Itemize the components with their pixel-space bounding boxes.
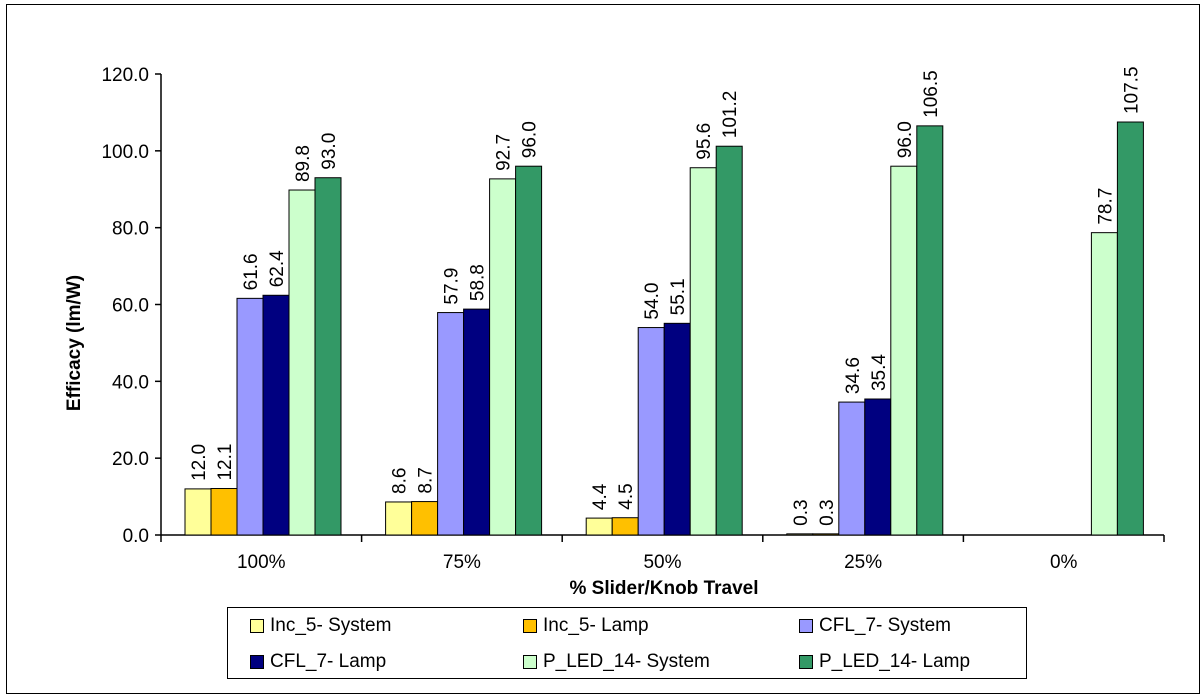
bars: [184, 121, 1144, 536]
legend-item: CFL_7- System: [799, 608, 1050, 644]
x-tick-label: 75%: [443, 552, 481, 573]
bar: [689, 167, 717, 536]
bar: [864, 398, 892, 536]
y-tick-label: 20.0: [112, 449, 149, 470]
data-label: 4.5: [616, 483, 637, 509]
bar: [1090, 232, 1118, 536]
bar: [1116, 121, 1144, 536]
x-tick-label: 0%: [1050, 552, 1078, 573]
legend-swatch: [250, 619, 264, 633]
bar: [314, 177, 342, 536]
y-tick-label: 40.0: [112, 372, 149, 393]
y-tick-label: 60.0: [112, 296, 149, 317]
bar: [463, 308, 491, 536]
data-labels: 12.0 12.1 61.6 62.4 89.8 93.0 8.6 8.7 57.9 58.8 92…: [189, 66, 1142, 525]
legend-item: CFL_7- Lamp: [250, 644, 523, 680]
data-label: 35.4: [869, 354, 890, 391]
data-label: 12.1: [215, 444, 236, 481]
data-label: 54.0: [642, 283, 663, 320]
data-label: 4.4: [590, 483, 611, 510]
data-label: 96.0: [520, 121, 541, 158]
data-label: 0.3: [817, 499, 838, 525]
bar: [385, 501, 413, 536]
x-axis: 100% 75% 50% 25% 0%: [160, 534, 1165, 573]
data-label: 0.3: [791, 499, 812, 525]
legend-label: P_LED_14- System: [543, 651, 710, 672]
data-label: 101.2: [720, 91, 741, 139]
legend-swatch: [523, 619, 537, 633]
x-tick-label: 50%: [643, 552, 681, 573]
data-label: 57.9: [442, 268, 463, 305]
legend-item: P_LED_14- System: [523, 644, 799, 680]
x-tick-label: 100%: [237, 552, 286, 573]
bar: [611, 517, 639, 536]
legend-label: CFL_7- System: [819, 615, 951, 636]
data-label: 95.6: [694, 123, 715, 160]
y-tick-label: 120.0: [101, 65, 149, 86]
y-axis: 0.0 20.0 40.0 60.0 80.0 100.0 120.0: [101, 65, 162, 547]
data-label: 8.6: [390, 468, 411, 494]
data-label: 78.7: [1095, 188, 1116, 225]
x-axis-title: % Slider/Knob Travel: [570, 578, 759, 599]
bar: [916, 125, 944, 536]
bar: [262, 294, 290, 536]
bar: [786, 533, 814, 536]
bar: [489, 178, 517, 536]
legend-item: Inc_5- System: [250, 608, 523, 644]
legend-item: Inc_5- Lamp: [523, 608, 799, 644]
bar: [838, 401, 866, 536]
data-label: 58.8: [468, 264, 489, 301]
bar: [663, 322, 691, 536]
data-label: 96.0: [895, 121, 916, 158]
y-tick-label: 80.0: [112, 219, 149, 240]
data-label: 61.6: [241, 253, 262, 290]
y-axis-title: Efficacy (lm/W): [64, 275, 85, 411]
data-label: 89.8: [293, 145, 314, 182]
legend-swatch: [250, 655, 264, 669]
legend-swatch: [799, 655, 813, 669]
bar: [437, 312, 465, 536]
data-label: 92.7: [494, 134, 515, 171]
legend-label: Inc_5- Lamp: [543, 615, 649, 636]
legend-swatch: [523, 655, 537, 669]
data-label: 93.0: [319, 133, 340, 170]
legend-swatch: [799, 619, 813, 633]
bar: [890, 165, 918, 536]
bar: [411, 501, 439, 536]
legend-label: Inc_5- System: [270, 615, 392, 636]
data-label: 12.0: [189, 444, 210, 481]
bar: [210, 488, 238, 536]
data-label: 62.4: [267, 250, 288, 287]
bar: [585, 517, 613, 536]
legend-label: CFL_7- Lamp: [270, 651, 387, 672]
bar: [515, 165, 543, 536]
legend-label: P_LED_14- Lamp: [819, 651, 971, 672]
data-label: 55.1: [668, 278, 689, 315]
bar: [812, 533, 840, 536]
legend-item: P_LED_14- Lamp: [799, 644, 1050, 680]
data-label: 8.7: [416, 467, 437, 493]
bar: [715, 145, 743, 536]
x-tick-label: 25%: [844, 552, 882, 573]
legend: Inc_5- System Inc_5- Lamp CFL_7- System CFL…: [227, 607, 1027, 679]
data-label: 107.5: [1121, 66, 1142, 114]
y-tick-label: 100.0: [101, 142, 149, 163]
data-label: 106.5: [921, 70, 942, 118]
bar: [288, 189, 316, 536]
bar: [637, 327, 665, 536]
bar: [236, 297, 264, 536]
bar: [184, 488, 212, 536]
data-label: 34.6: [843, 357, 864, 394]
y-tick-label: 0.0: [123, 526, 149, 547]
